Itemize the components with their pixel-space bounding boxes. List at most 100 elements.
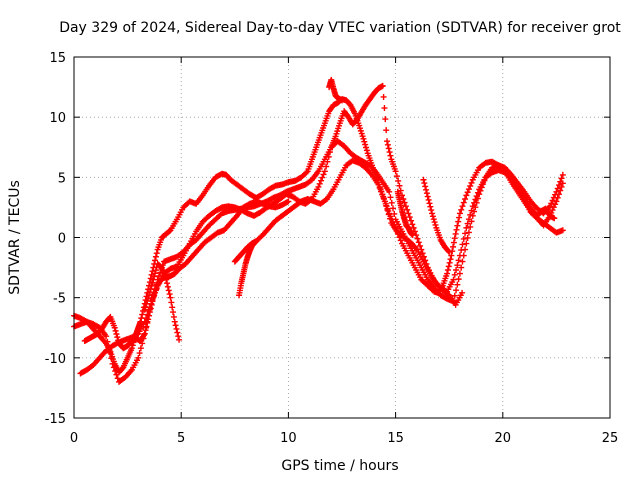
x-axis-label: GPS time / hours xyxy=(281,458,398,474)
data-point-plus xyxy=(445,247,452,254)
data-point-plus xyxy=(143,300,150,307)
data-point-plus xyxy=(456,214,463,221)
data-point-plus xyxy=(387,215,394,222)
data-point-plus xyxy=(149,279,156,286)
data-point-plus xyxy=(385,145,392,152)
data-point-plus xyxy=(453,226,460,233)
data-point-plus xyxy=(339,97,345,104)
data-point-plus xyxy=(553,188,560,195)
data-point-plus xyxy=(464,189,471,196)
data-point-plus xyxy=(386,188,393,195)
data-point-plus xyxy=(458,206,465,213)
data-point-plus xyxy=(145,295,152,302)
x-tick-label: 0 xyxy=(70,431,78,446)
data-point-plus xyxy=(420,176,427,183)
data-point-plus xyxy=(380,195,387,202)
data-point-plus xyxy=(150,276,157,283)
data-point-plus xyxy=(381,105,388,112)
data-point-plus xyxy=(115,337,122,344)
data-point-plus xyxy=(419,250,426,257)
data-point-plus xyxy=(551,215,558,222)
chart-title: Day 329 of 2024, Sidereal Day-to-day VTE… xyxy=(59,20,621,36)
data-point-plus xyxy=(148,301,155,308)
data-point-plus xyxy=(174,329,181,336)
data-point-plus xyxy=(146,292,153,299)
data-point-plus xyxy=(456,270,463,277)
data-series xyxy=(394,188,416,239)
data-point-plus xyxy=(104,338,111,345)
data-point-plus xyxy=(453,266,460,273)
data-point-plus xyxy=(552,201,559,208)
data-point-plus xyxy=(425,196,432,203)
data-point-plus xyxy=(165,287,172,294)
data-point-plus xyxy=(176,336,183,343)
data-series xyxy=(516,188,558,222)
data-point-plus xyxy=(113,371,120,378)
data-point-plus xyxy=(363,147,370,154)
data-point-plus xyxy=(454,222,461,229)
data-point-plus xyxy=(424,193,431,200)
x-tick-label: 15 xyxy=(387,431,404,446)
data-point-plus xyxy=(409,221,416,228)
data-point-plus xyxy=(360,135,367,142)
data-point-plus xyxy=(384,141,391,148)
data-point-plus xyxy=(430,216,437,223)
data-point-plus xyxy=(451,292,458,299)
data-point-plus xyxy=(168,299,175,306)
data-point-plus xyxy=(431,219,438,226)
data-point-plus xyxy=(480,181,487,188)
data-point-plus xyxy=(376,184,383,191)
y-tick-label: -15 xyxy=(45,412,66,427)
data-point-plus xyxy=(103,333,110,340)
data-point-plus xyxy=(147,286,154,293)
data-point-plus xyxy=(175,333,182,340)
data-points-layer xyxy=(71,76,566,385)
data-point-plus xyxy=(144,298,151,305)
data-point-plus xyxy=(136,350,143,357)
data-point-plus xyxy=(429,210,436,217)
data-point-plus xyxy=(172,322,179,329)
data-point-plus xyxy=(550,194,557,201)
data-point-plus xyxy=(474,195,481,202)
data-point-plus xyxy=(478,184,485,191)
data-point-plus xyxy=(152,270,159,277)
data-point-plus xyxy=(149,298,156,305)
data-point-plus xyxy=(321,168,328,175)
data-point-plus xyxy=(455,257,462,264)
data-point-plus xyxy=(450,276,457,283)
data-point-plus xyxy=(451,235,458,242)
data-point-plus xyxy=(320,171,327,178)
data-point-plus xyxy=(114,334,121,341)
data-point-plus xyxy=(454,281,461,288)
data-point-plus xyxy=(151,273,158,280)
data-point-plus xyxy=(284,199,291,206)
data-point-plus xyxy=(550,204,557,211)
data-point-plus xyxy=(467,182,474,189)
data-point-plus xyxy=(554,185,561,192)
data-series xyxy=(326,76,345,104)
data-point-plus xyxy=(458,264,465,271)
plot-frame xyxy=(73,56,611,419)
data-point-plus xyxy=(144,319,151,326)
data-point-plus xyxy=(163,276,170,283)
data-point-plus xyxy=(387,152,394,159)
data-series xyxy=(141,260,183,343)
data-point-plus xyxy=(397,237,404,244)
data-point-plus xyxy=(409,232,416,239)
data-point-plus xyxy=(146,312,153,319)
data-point-plus xyxy=(452,230,459,237)
y-tick-label: -5 xyxy=(53,292,66,307)
data-point-plus xyxy=(404,206,411,213)
data-point-plus xyxy=(559,227,566,234)
data-point-plus xyxy=(549,207,556,214)
data-point-plus xyxy=(316,180,323,187)
data-point-plus xyxy=(395,177,402,184)
data-point-plus xyxy=(422,183,429,190)
data-point-plus xyxy=(107,349,114,356)
data-point-plus xyxy=(462,195,469,202)
data-point-plus xyxy=(552,191,559,198)
data-point-plus xyxy=(555,182,562,189)
data-point-plus xyxy=(448,252,455,259)
data-point-plus xyxy=(105,344,112,351)
